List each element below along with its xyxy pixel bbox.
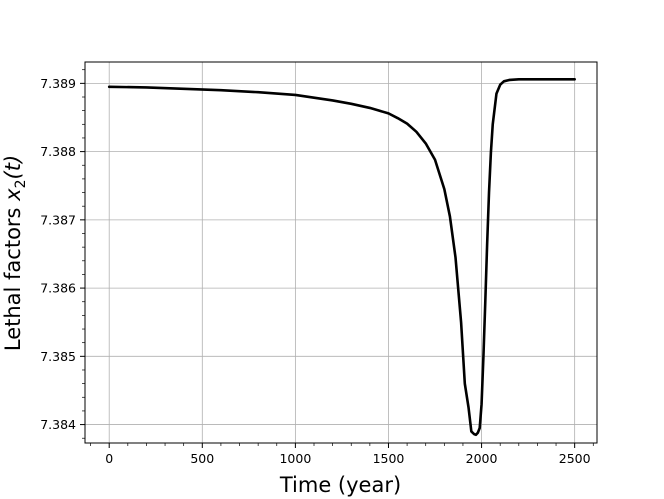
- y-tick-label: 7.387: [40, 212, 76, 227]
- axis-ticks: [80, 69, 594, 448]
- x-tick-label: 1500: [373, 451, 405, 466]
- x-axis-label: Time (year): [279, 473, 401, 497]
- y-tick-label: 7.386: [40, 281, 76, 296]
- y-axis-label-argument: (t): [1, 155, 25, 180]
- series-layer: [107, 77, 576, 437]
- x-tick-label: 1000: [279, 451, 311, 466]
- tick-labels: 0 500 1000 1500 2000 2500 7.384 7.385 7.386 7.387…: [40, 76, 590, 466]
- x-tick-label: 2500: [559, 451, 591, 466]
- y-tick-label: 7.385: [40, 349, 76, 364]
- series-line: [107, 77, 576, 437]
- y-axis-label: Lethal factors x2(t): [1, 155, 29, 351]
- y-axis-label-subscript: 2: [13, 179, 29, 188]
- plot-area-frame: [84, 61, 598, 444]
- y-tick-label: 7.388: [40, 144, 76, 159]
- x-tick-label: 0: [105, 451, 113, 466]
- y-tick-label: 7.389: [40, 76, 76, 91]
- x-tick-label: 2000: [466, 451, 498, 466]
- grid-lines: [85, 62, 597, 443]
- y-tick-label: 7.384: [40, 417, 76, 432]
- x-tick-label: 500: [190, 451, 214, 466]
- y-axis-label-text: Lethal factors: [1, 201, 25, 351]
- y-axis-label-variable: x: [1, 188, 25, 202]
